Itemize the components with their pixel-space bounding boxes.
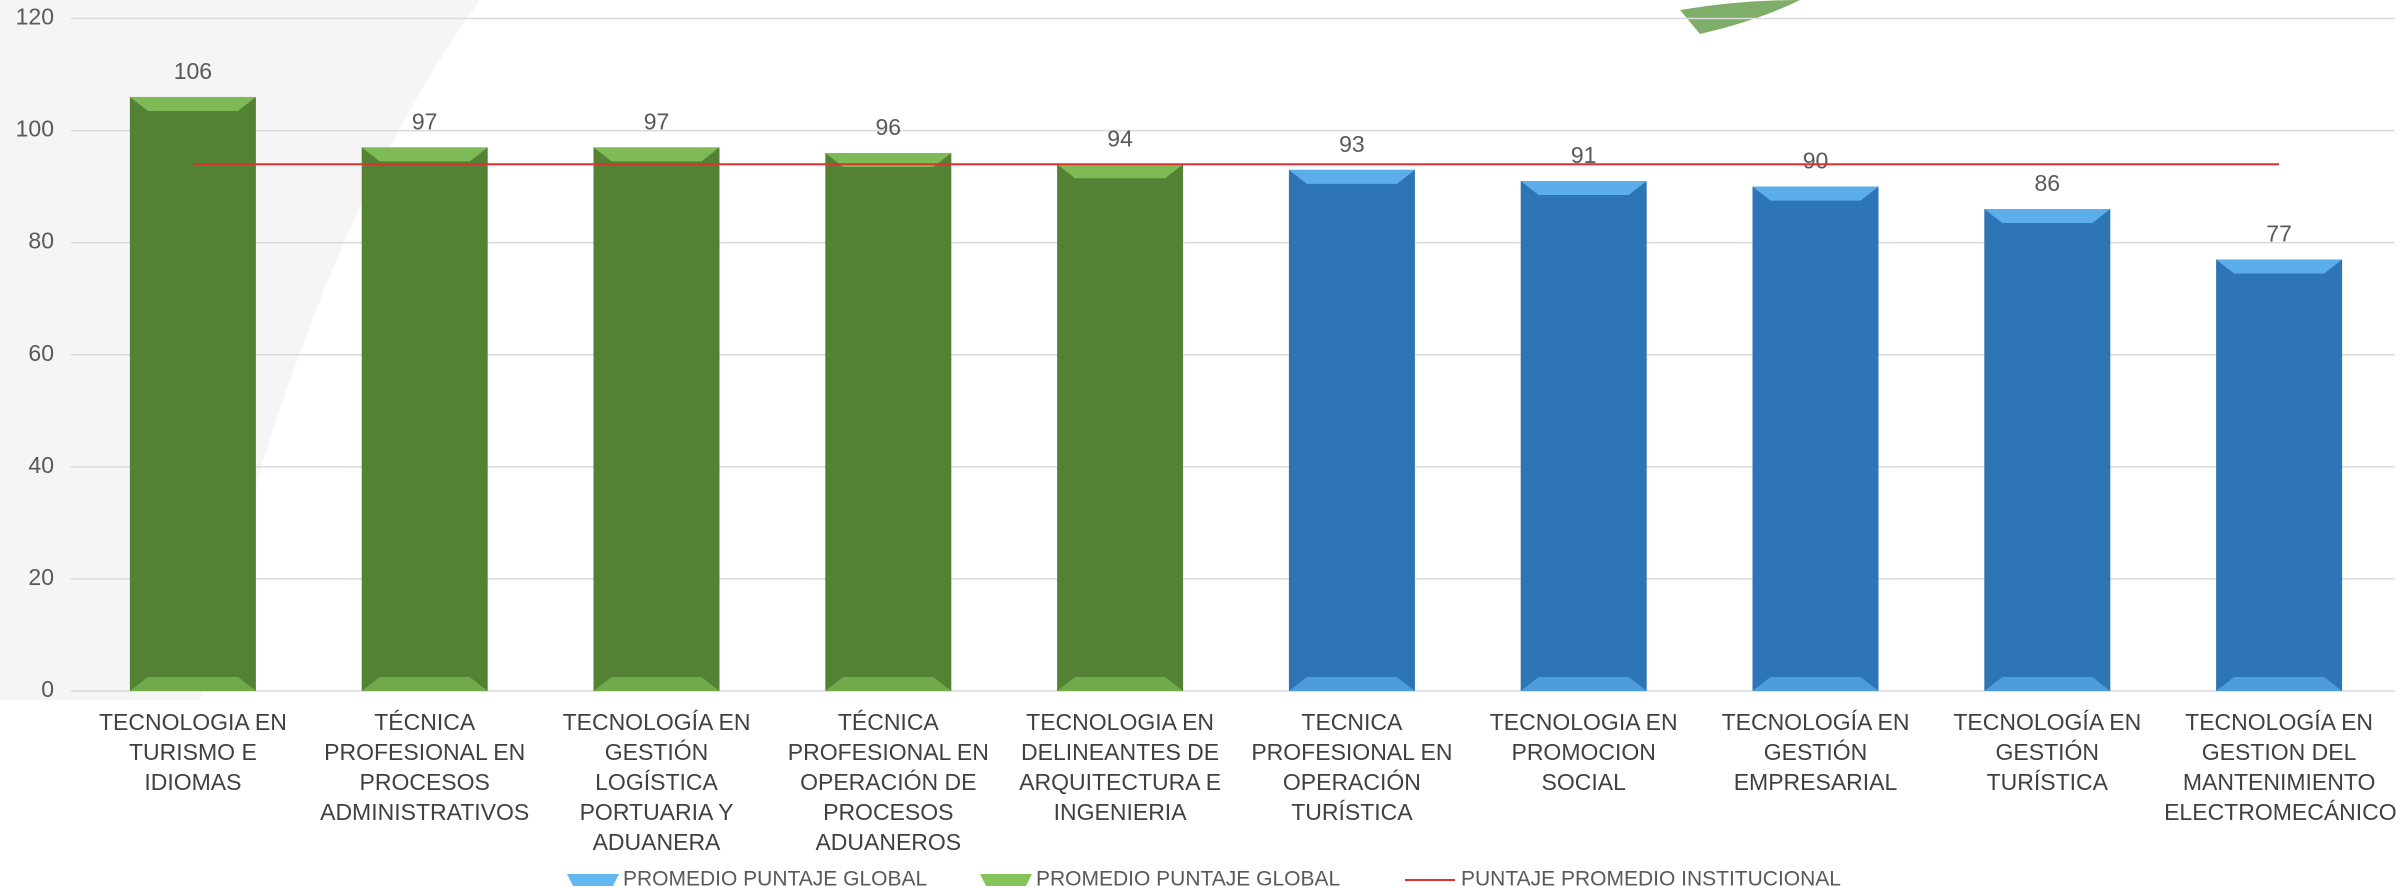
data-label: 93 <box>1339 131 1365 157</box>
x-tick-label: TECNICA PROFESIONAL EN OPERACIÓN TURÍSTI… <box>1251 709 1453 825</box>
bar <box>2216 259 2343 691</box>
x-tick-label: TECNOLOGÍA EN GESTIÓN LOGÍSTICA PORTUARI… <box>562 709 751 855</box>
legend-label: PROMEDIO PUNTAJE GLOBAL <box>623 868 927 887</box>
bar <box>825 153 952 691</box>
bar <box>129 96 256 692</box>
bar-bevel <box>1288 677 1415 691</box>
bar-bevel <box>1752 677 1879 691</box>
data-label: 77 <box>2266 221 2292 247</box>
data-label: 97 <box>644 108 670 134</box>
bar-bevel <box>129 96 256 111</box>
data-label: 86 <box>2035 170 2061 196</box>
x-tick-label: TECNOLOGÍA EN GESTIÓN TURÍSTICA <box>1953 709 2142 795</box>
legend-marker <box>980 874 1032 886</box>
bar <box>1752 186 1879 691</box>
y-tick-label: 0 <box>41 676 54 702</box>
legend-label: PROMEDIO PUNTAJE GLOBAL <box>1036 868 1340 887</box>
x-tick-label: TECNOLOGIA EN DELINEANTES DE ARQUITECTUR… <box>1019 709 1222 825</box>
data-label: 90 <box>1803 148 1829 174</box>
data-label: 106 <box>174 58 212 84</box>
bar-bevel <box>1520 181 1647 196</box>
legend-marker <box>567 874 619 886</box>
bar-bevel <box>825 677 952 691</box>
bar-bevel <box>1288 169 1415 184</box>
x-tick-label: TECNOLOGÍA EN GESTION DEL MANTENIMIENTO … <box>2164 709 2397 825</box>
bar-bevel <box>361 677 488 691</box>
bar-bevel <box>2216 677 2343 691</box>
bar-bevel <box>361 147 488 162</box>
x-tick-label: TECNOLOGÍA EN GESTIÓN EMPRESARIAL <box>1721 709 1910 795</box>
data-label: 96 <box>876 114 902 140</box>
y-tick-label: 80 <box>28 228 54 254</box>
y-tick-label: 40 <box>28 452 54 478</box>
bar <box>1057 164 1184 692</box>
bar-bevel <box>1984 209 2111 224</box>
data-label: 97 <box>412 108 438 134</box>
x-tick-label: TECNOLOGIA EN PROMOCION SOCIAL <box>1489 709 1678 795</box>
bar-bevel <box>1057 677 1184 691</box>
bar <box>1288 169 1415 691</box>
bar-bevel <box>1520 677 1647 691</box>
bar-bevel <box>2216 259 2343 274</box>
bar-bevel <box>1984 677 2111 691</box>
bar <box>1520 181 1647 692</box>
bar-bevel <box>593 677 720 691</box>
y-tick-label: 60 <box>28 340 54 366</box>
x-tick-label: TÉCNICA PROFESIONAL EN OPERACIÓN DE PROC… <box>787 709 989 855</box>
bar <box>593 147 720 692</box>
y-tick-label: 100 <box>16 116 54 142</box>
x-tick-label: TÉCNICA PROFESIONAL EN PROCESOS ADMINIST… <box>320 709 530 825</box>
bar-bevel <box>593 147 720 162</box>
background-brush <box>1680 0 1800 34</box>
bar <box>1984 209 2111 691</box>
y-tick-label: 120 <box>16 4 54 30</box>
bar-bevel <box>129 677 256 691</box>
bar-bevel <box>1752 186 1879 201</box>
legend-label: PUNTAJE PROMEDIO INSTITUCIONAL <box>1461 868 1841 887</box>
x-tick-label: TECNOLOGIA EN TURISMO E IDIOMAS <box>98 709 287 795</box>
bar <box>361 147 488 692</box>
y-tick-label: 20 <box>28 564 54 590</box>
data-label: 94 <box>1107 125 1133 151</box>
bar-bevel <box>1057 164 1184 179</box>
